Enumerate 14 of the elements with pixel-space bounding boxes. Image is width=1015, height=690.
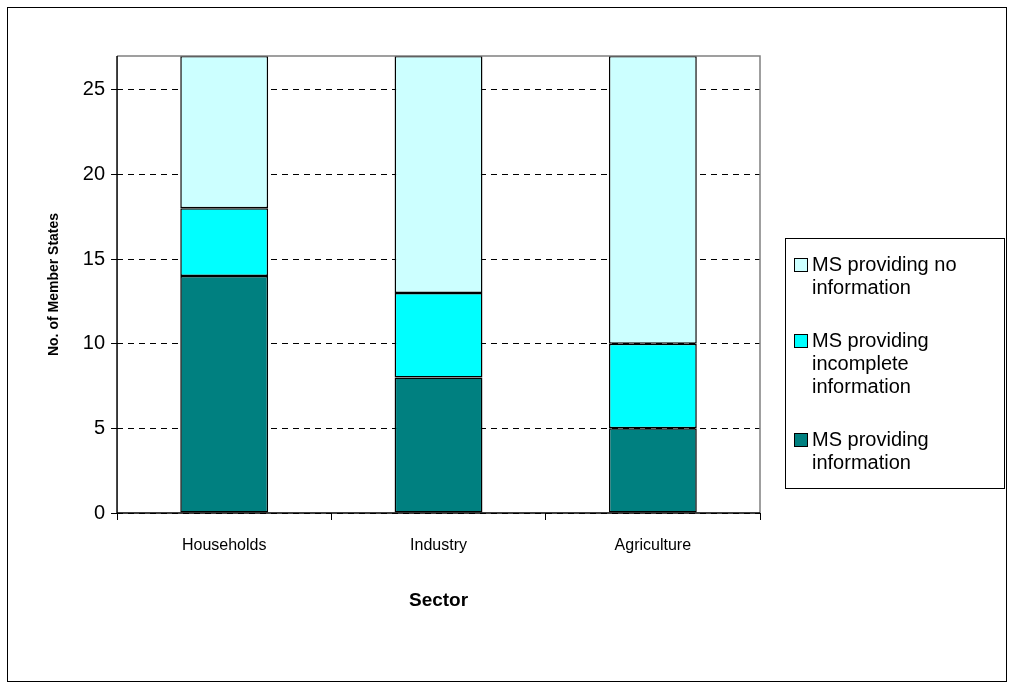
x-axis-title: Sector bbox=[408, 588, 469, 610]
y-tick-label: 15 bbox=[82, 246, 106, 269]
x-tick-label: Households bbox=[181, 536, 267, 554]
y-tick-label: 0 bbox=[93, 500, 106, 523]
y-tick-label: 10 bbox=[82, 331, 106, 354]
x-tick-label: Agriculture bbox=[614, 536, 692, 554]
x-tick-label: Industry bbox=[410, 536, 467, 554]
y-axis-title: No. of Member States bbox=[45, 212, 62, 357]
y-tick-label: 5 bbox=[93, 415, 106, 438]
legend-label: MS providing information bbox=[812, 428, 930, 474]
y-tick-label: 25 bbox=[82, 77, 106, 100]
legend-label: MS providing no information bbox=[812, 253, 958, 299]
y-tick-label: 20 bbox=[82, 162, 106, 184]
legend-label: MS providing incomplete information bbox=[812, 329, 930, 398]
